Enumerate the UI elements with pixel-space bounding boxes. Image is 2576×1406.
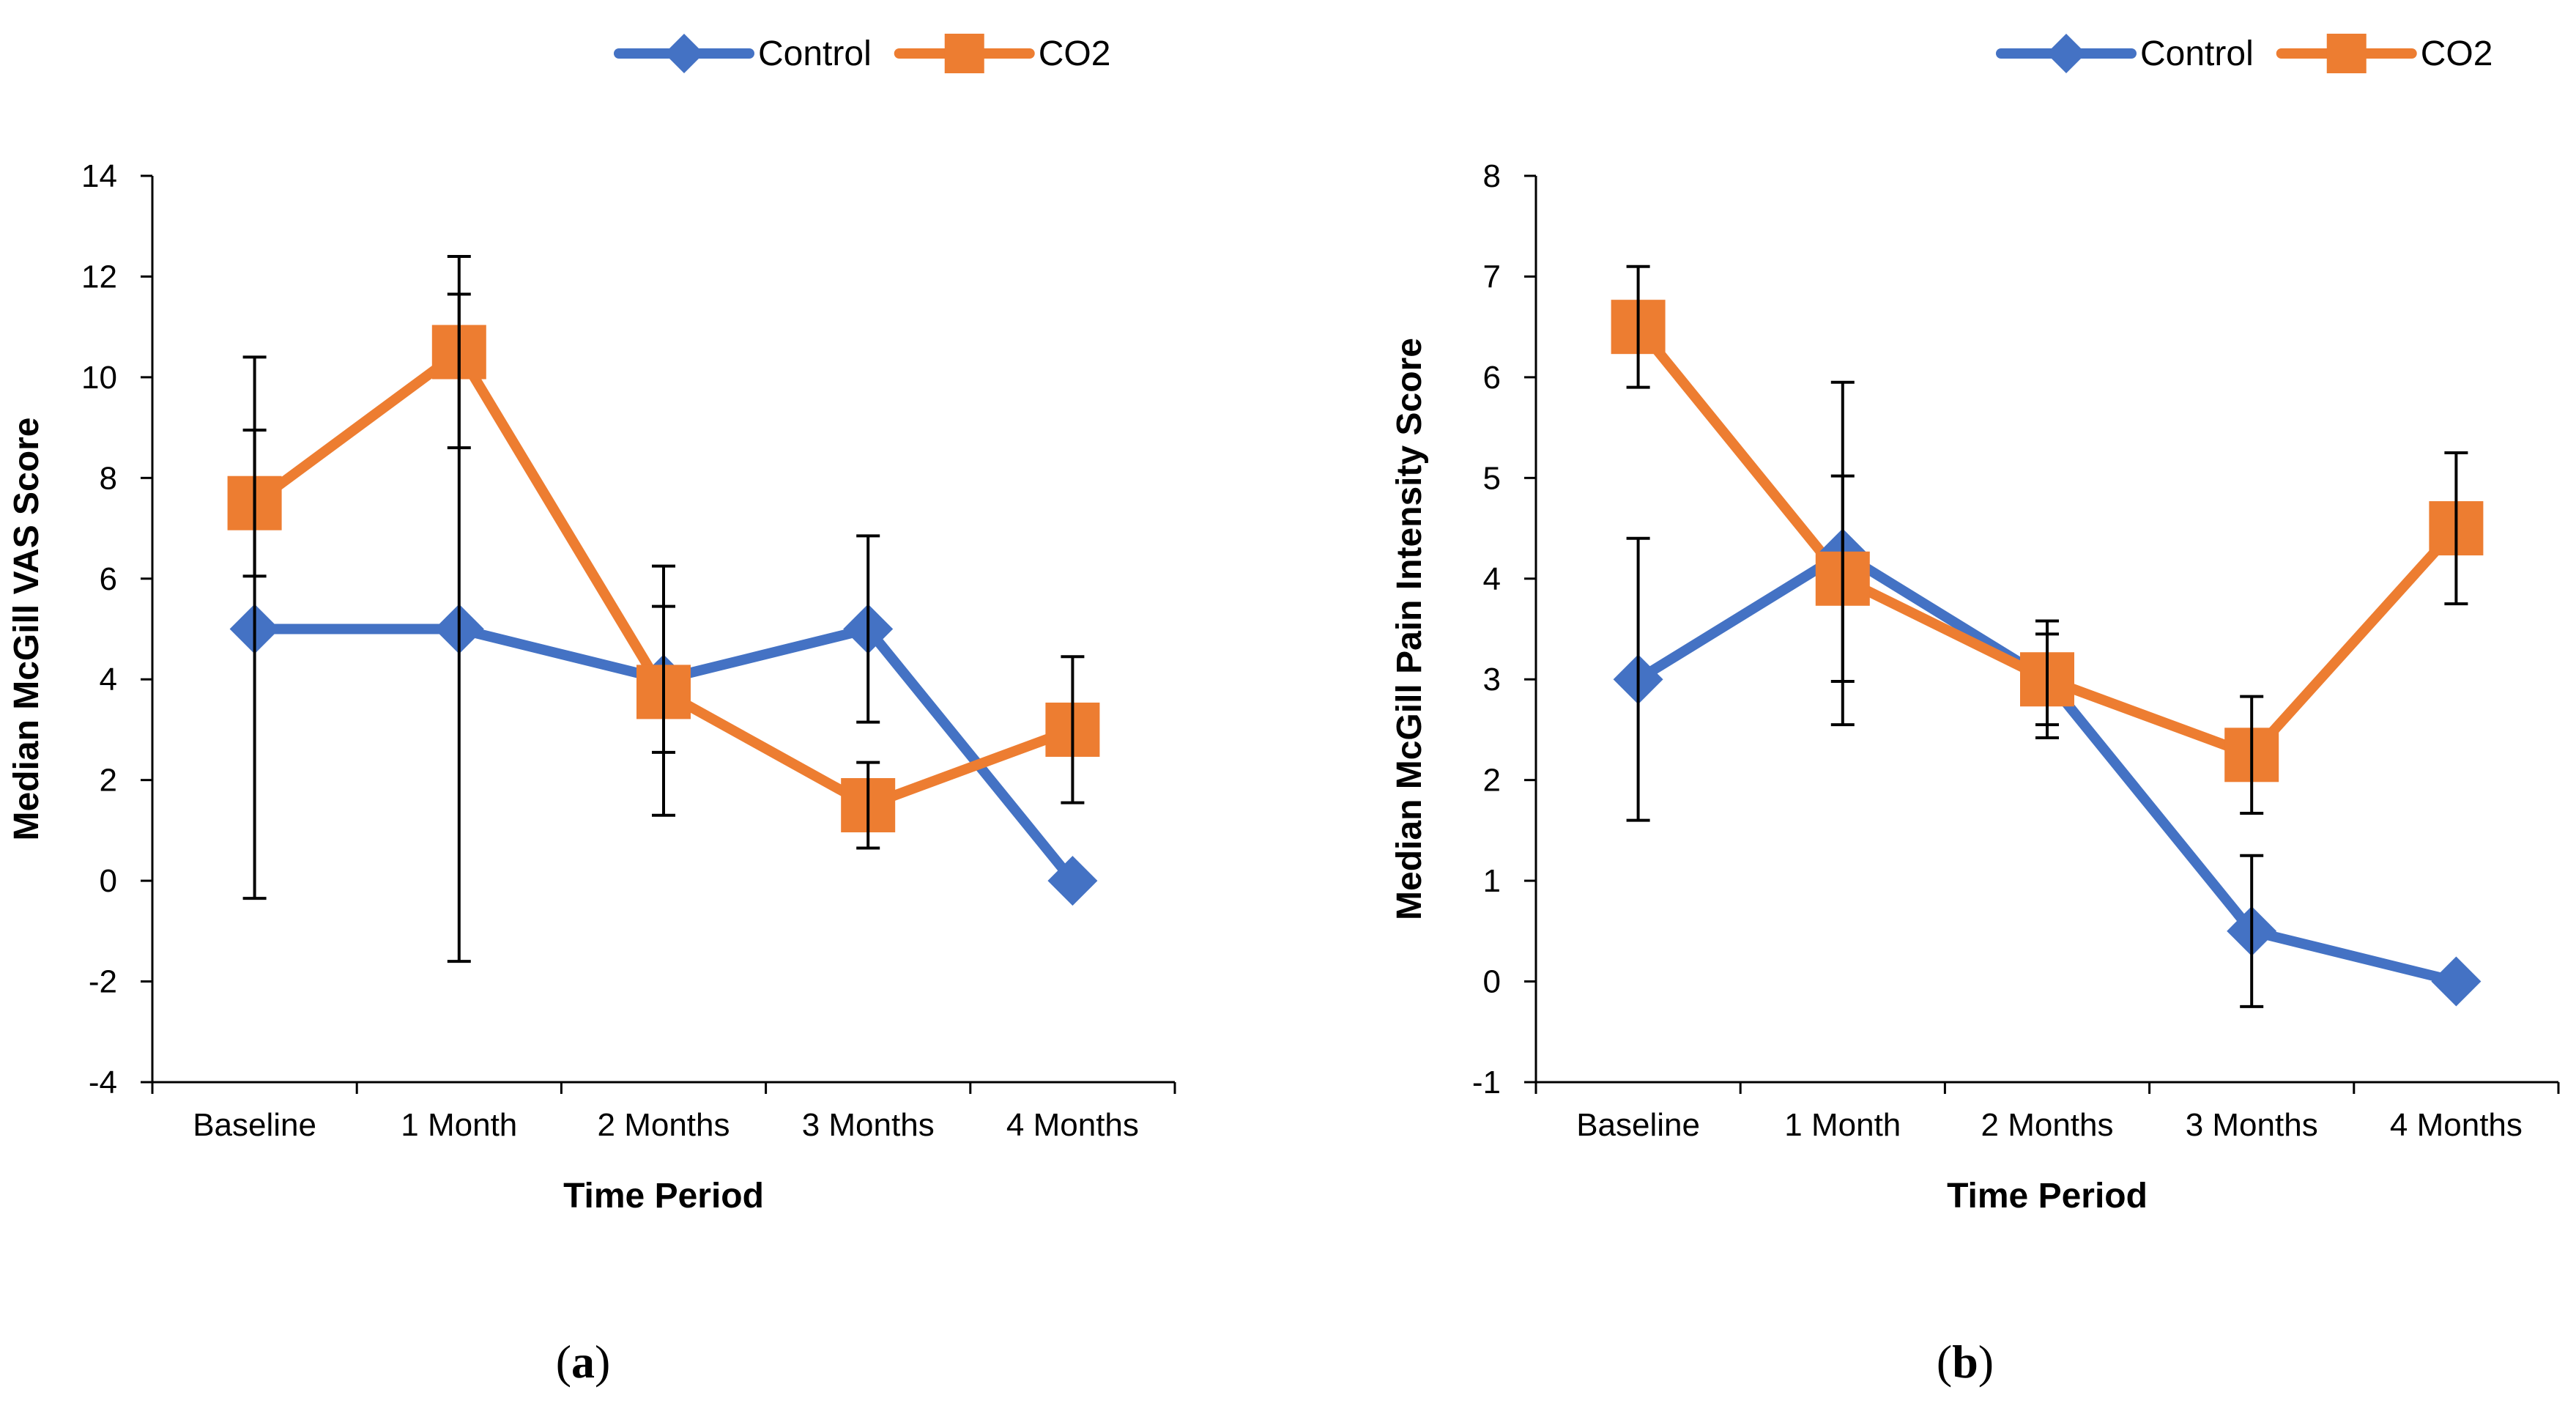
y-tick-label: -4 <box>89 1065 117 1100</box>
x-tick-label: 4 Months <box>1006 1107 1139 1143</box>
legend-label: Control <box>2140 34 2254 73</box>
y-tick-label: 6 <box>100 561 117 597</box>
caption-letter: b <box>1952 1336 1978 1388</box>
error-bar-co2 <box>242 429 267 578</box>
x-tick-label: 4 Months <box>2390 1107 2523 1143</box>
y-tick-label: 0 <box>100 863 117 899</box>
caption-close: ) <box>595 1336 610 1388</box>
y-tick-label: 4 <box>1483 561 1501 597</box>
y-tick-label: 8 <box>100 460 117 496</box>
y-tick-label: 5 <box>1483 460 1501 496</box>
x-tick-label: 3 Months <box>802 1107 935 1143</box>
y-tick-label: 1 <box>1483 863 1501 899</box>
chart-panel-a: -4 -2 0 2 4 6 8 10 12 14 Baseline 1 Month 2 Months 3 … <box>7 34 1176 1388</box>
y-tick-label: 10 <box>81 360 117 396</box>
caption-open: ( <box>1937 1336 1952 1388</box>
x-axis-title: Time Period <box>1947 1177 2148 1216</box>
y-tick-label: -2 <box>89 964 117 1000</box>
error-bar-co2 <box>2240 695 2264 815</box>
y-tick-label: 8 <box>1483 158 1501 194</box>
x-tick-label: 2 Months <box>598 1107 730 1143</box>
y-tick-label: 2 <box>100 763 117 799</box>
legend-item-control: Control <box>614 34 872 73</box>
series-line-control <box>1633 548 2462 987</box>
y-tick-label: 2 <box>1483 763 1501 799</box>
legend-item-co2: CO2 <box>2276 34 2493 73</box>
error-bar-co2 <box>2444 451 2468 606</box>
error-bar-co2 <box>1061 655 1085 804</box>
error-bar-co2 <box>856 761 880 850</box>
y-tick-label: 12 <box>81 259 117 295</box>
legend-marker-diamond <box>664 34 704 73</box>
legend-item-co2: CO2 <box>894 34 1111 73</box>
legend: Control CO2 <box>1996 34 2493 73</box>
caption-close: ) <box>1978 1336 1994 1388</box>
y-tick-label: -1 <box>1472 1065 1501 1100</box>
y-tick-label: 3 <box>1483 662 1501 698</box>
caption-open: ( <box>556 1336 571 1388</box>
error-bar-co2 <box>652 564 675 817</box>
error-bar-control <box>2240 854 2264 1008</box>
legend: Control CO2 <box>614 34 1111 73</box>
panel-caption: (b) <box>1937 1336 1994 1388</box>
x-tick-label: Baseline <box>1576 1107 1700 1143</box>
y-tick-label: 0 <box>1483 964 1501 1000</box>
marker-control-point <box>1047 856 1098 906</box>
x-tick-label: 3 Months <box>2186 1107 2318 1143</box>
y-tick-label: 6 <box>1483 360 1501 396</box>
chart-panel-b: -1 0 1 2 3 4 5 6 7 8 Baseline 1 Month 2 Months 3 Mont… <box>1390 34 2560 1388</box>
panel-caption: (a) <box>556 1336 611 1388</box>
x-tick-label: 1 Month <box>1784 1107 1901 1143</box>
y-tick-label: 14 <box>81 158 117 194</box>
x-tick-label: 1 Month <box>401 1107 517 1143</box>
x-tick-label: Baseline <box>193 1107 316 1143</box>
error-bar-co2 <box>1830 474 1855 683</box>
legend-marker-square <box>944 34 984 73</box>
error-bar-control <box>1626 536 1650 822</box>
caption-letter: a <box>571 1336 595 1388</box>
legend-marker-square <box>2326 34 2367 73</box>
legend-item-control: Control <box>1996 34 2254 73</box>
x-tick-label: 2 Months <box>1981 1107 2114 1143</box>
legend-label: CO2 <box>2421 34 2493 73</box>
legend-marker-diamond <box>2046 34 2086 73</box>
y-axis-title: Median McGill Pain Intensity Score <box>1390 338 1429 920</box>
legend-label: Control <box>758 34 872 73</box>
y-tick-label: 7 <box>1483 259 1501 295</box>
error-bar-co2 <box>2035 619 2059 739</box>
y-tick-label: 4 <box>100 662 117 698</box>
error-bar-control <box>856 534 880 724</box>
legend-label: CO2 <box>1039 34 1111 73</box>
error-bar-co2 <box>447 254 471 450</box>
error-bar-co2 <box>1626 264 1650 389</box>
y-axis-title: Median McGill VAS Score <box>7 418 46 841</box>
x-axis-title: Time Period <box>563 1177 764 1216</box>
marker-control-point <box>2431 956 2482 1007</box>
